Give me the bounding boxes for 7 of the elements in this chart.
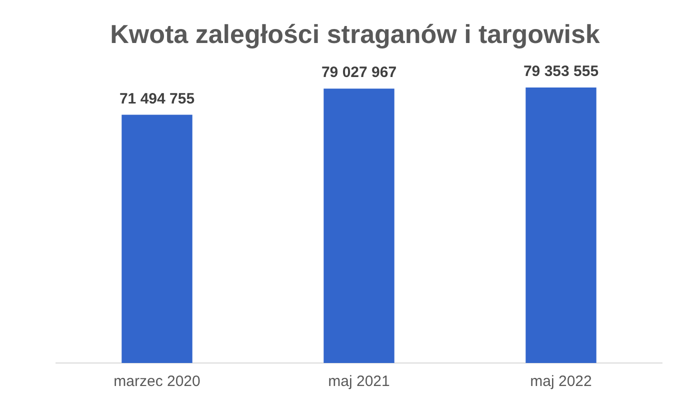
- x-tick-label: maj 2022: [530, 373, 592, 390]
- data-label: 79 027 967: [321, 64, 397, 82]
- x-tick-label: maj 2021: [328, 373, 390, 390]
- x-tick-label: marzec 2020: [114, 373, 200, 390]
- data-label: 71 494 755: [119, 90, 195, 108]
- data-label: 79 353 555: [523, 63, 599, 80]
- chart-title: Kwota zaległości straganów i targowisk: [110, 18, 600, 49]
